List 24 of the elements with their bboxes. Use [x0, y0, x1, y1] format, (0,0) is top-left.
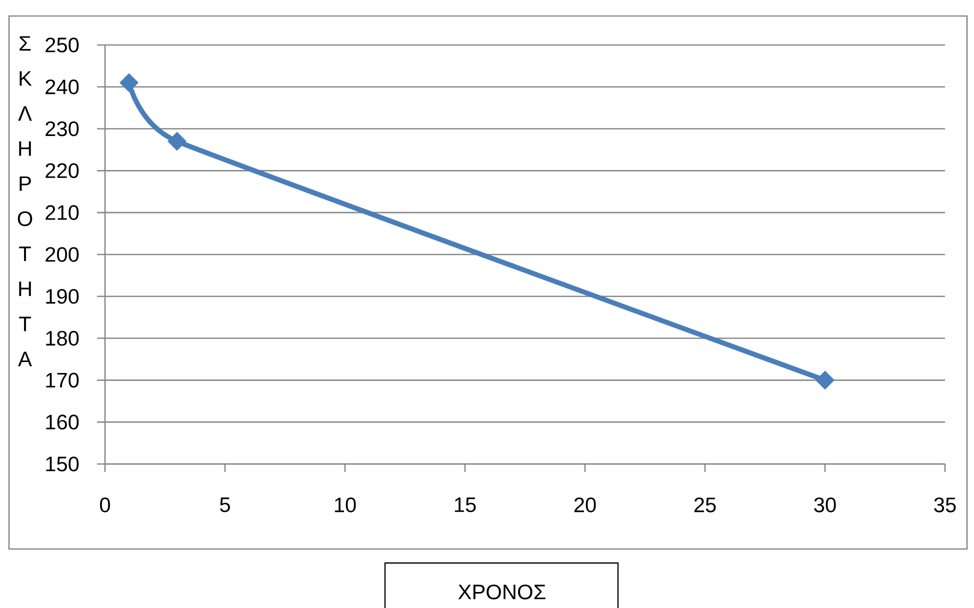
point	[168, 132, 186, 151]
y-tick-label: 210	[46, 205, 79, 220]
y-tick-label: 250	[46, 38, 79, 52]
y-tick-label: 170	[46, 372, 79, 388]
x-tick-label: 0	[100, 498, 110, 512]
x-tick-label: 35	[934, 498, 956, 512]
x-axis-title: ΧΡΟΝΟΣ	[458, 584, 546, 600]
x-tick-label: 5	[220, 498, 230, 512]
x-tick-label: 10	[334, 498, 356, 512]
x-tick-label: 25	[694, 498, 716, 512]
y-tick-label: 160	[46, 414, 79, 430]
y-tick-label: 240	[46, 79, 79, 94]
x-tick-label: 20	[574, 498, 596, 512]
y-tick-label: 180	[46, 330, 79, 346]
point	[816, 370, 834, 390]
point	[120, 73, 138, 92]
y-tick-label: 200	[46, 247, 79, 262]
y-tick-label: 230	[46, 121, 79, 136]
y-tick-label: 190	[46, 288, 79, 304]
x-tick-label: 15	[454, 498, 476, 512]
y-tick-label: 150	[46, 456, 79, 472]
y-tick-label: 220	[46, 163, 79, 178]
x-tick-label: 30	[814, 498, 836, 512]
text: ΣΚΛΗΡΟΤΗΤΑ	[18, 36, 32, 366]
